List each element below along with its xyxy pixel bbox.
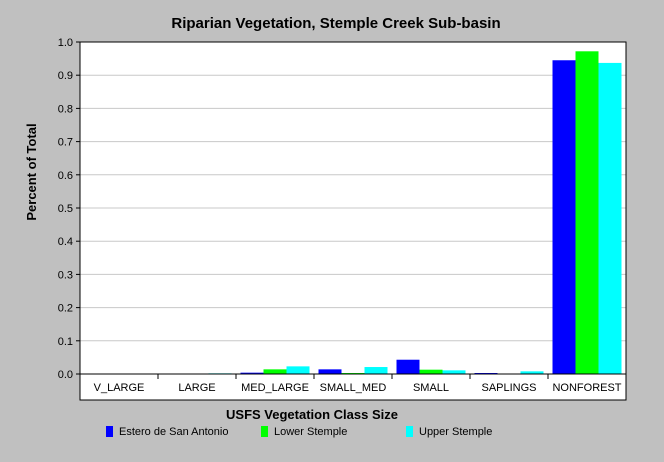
bar bbox=[396, 359, 420, 374]
y-tick-label: 0.5 bbox=[58, 203, 73, 215]
y-tick-label: 0.3 bbox=[58, 269, 73, 281]
bar bbox=[240, 372, 264, 374]
y-tick-label: 0.2 bbox=[58, 303, 73, 315]
legend-swatch bbox=[261, 426, 268, 437]
plot-frame bbox=[79, 41, 627, 375]
y-axis-title: Percent of Total bbox=[24, 123, 39, 220]
x-tick-label: SAPLINGS bbox=[481, 382, 536, 394]
x-tick-label: V_LARGE bbox=[94, 382, 145, 394]
x-axis-title: USFS Vegetation Class Size bbox=[226, 407, 398, 422]
y-tick-label: 0.6 bbox=[58, 170, 73, 182]
y-tick-label: 0.9 bbox=[58, 70, 73, 82]
x-tick-label: SMALL_MED bbox=[320, 382, 387, 394]
bar bbox=[575, 51, 599, 375]
x-tick-label: SMALL bbox=[413, 382, 449, 394]
x-tick-label: LARGE bbox=[178, 382, 215, 394]
y-tick-label: 0.4 bbox=[58, 236, 73, 248]
bar bbox=[318, 369, 342, 374]
x-tick-label: NONFOREST bbox=[552, 382, 621, 394]
y-tick-label: 0.0 bbox=[58, 369, 73, 381]
bar bbox=[520, 371, 544, 374]
legend-label: Upper Stemple bbox=[419, 426, 492, 438]
x-tick-label: MED_LARGE bbox=[241, 382, 309, 394]
bar bbox=[598, 62, 622, 374]
y-tick-label: 0.1 bbox=[58, 336, 73, 348]
legend-swatch bbox=[406, 426, 413, 437]
bar bbox=[419, 369, 443, 374]
bar bbox=[552, 60, 576, 374]
chart-title: Riparian Vegetation, Stemple Creek Sub-b… bbox=[171, 15, 500, 32]
legend-label: Lower Stemple bbox=[274, 426, 347, 438]
y-tick-label: 0.7 bbox=[58, 137, 73, 149]
legend-label: Estero de San Antonio bbox=[119, 426, 228, 438]
y-tick-label: 0.8 bbox=[58, 103, 73, 115]
bar bbox=[263, 369, 287, 374]
legend-swatch bbox=[106, 426, 113, 437]
y-tick-label: 1.0 bbox=[58, 37, 73, 49]
bar bbox=[442, 370, 466, 374]
bar bbox=[364, 367, 388, 374]
plot-background bbox=[79, 41, 627, 401]
bar bbox=[286, 366, 310, 374]
